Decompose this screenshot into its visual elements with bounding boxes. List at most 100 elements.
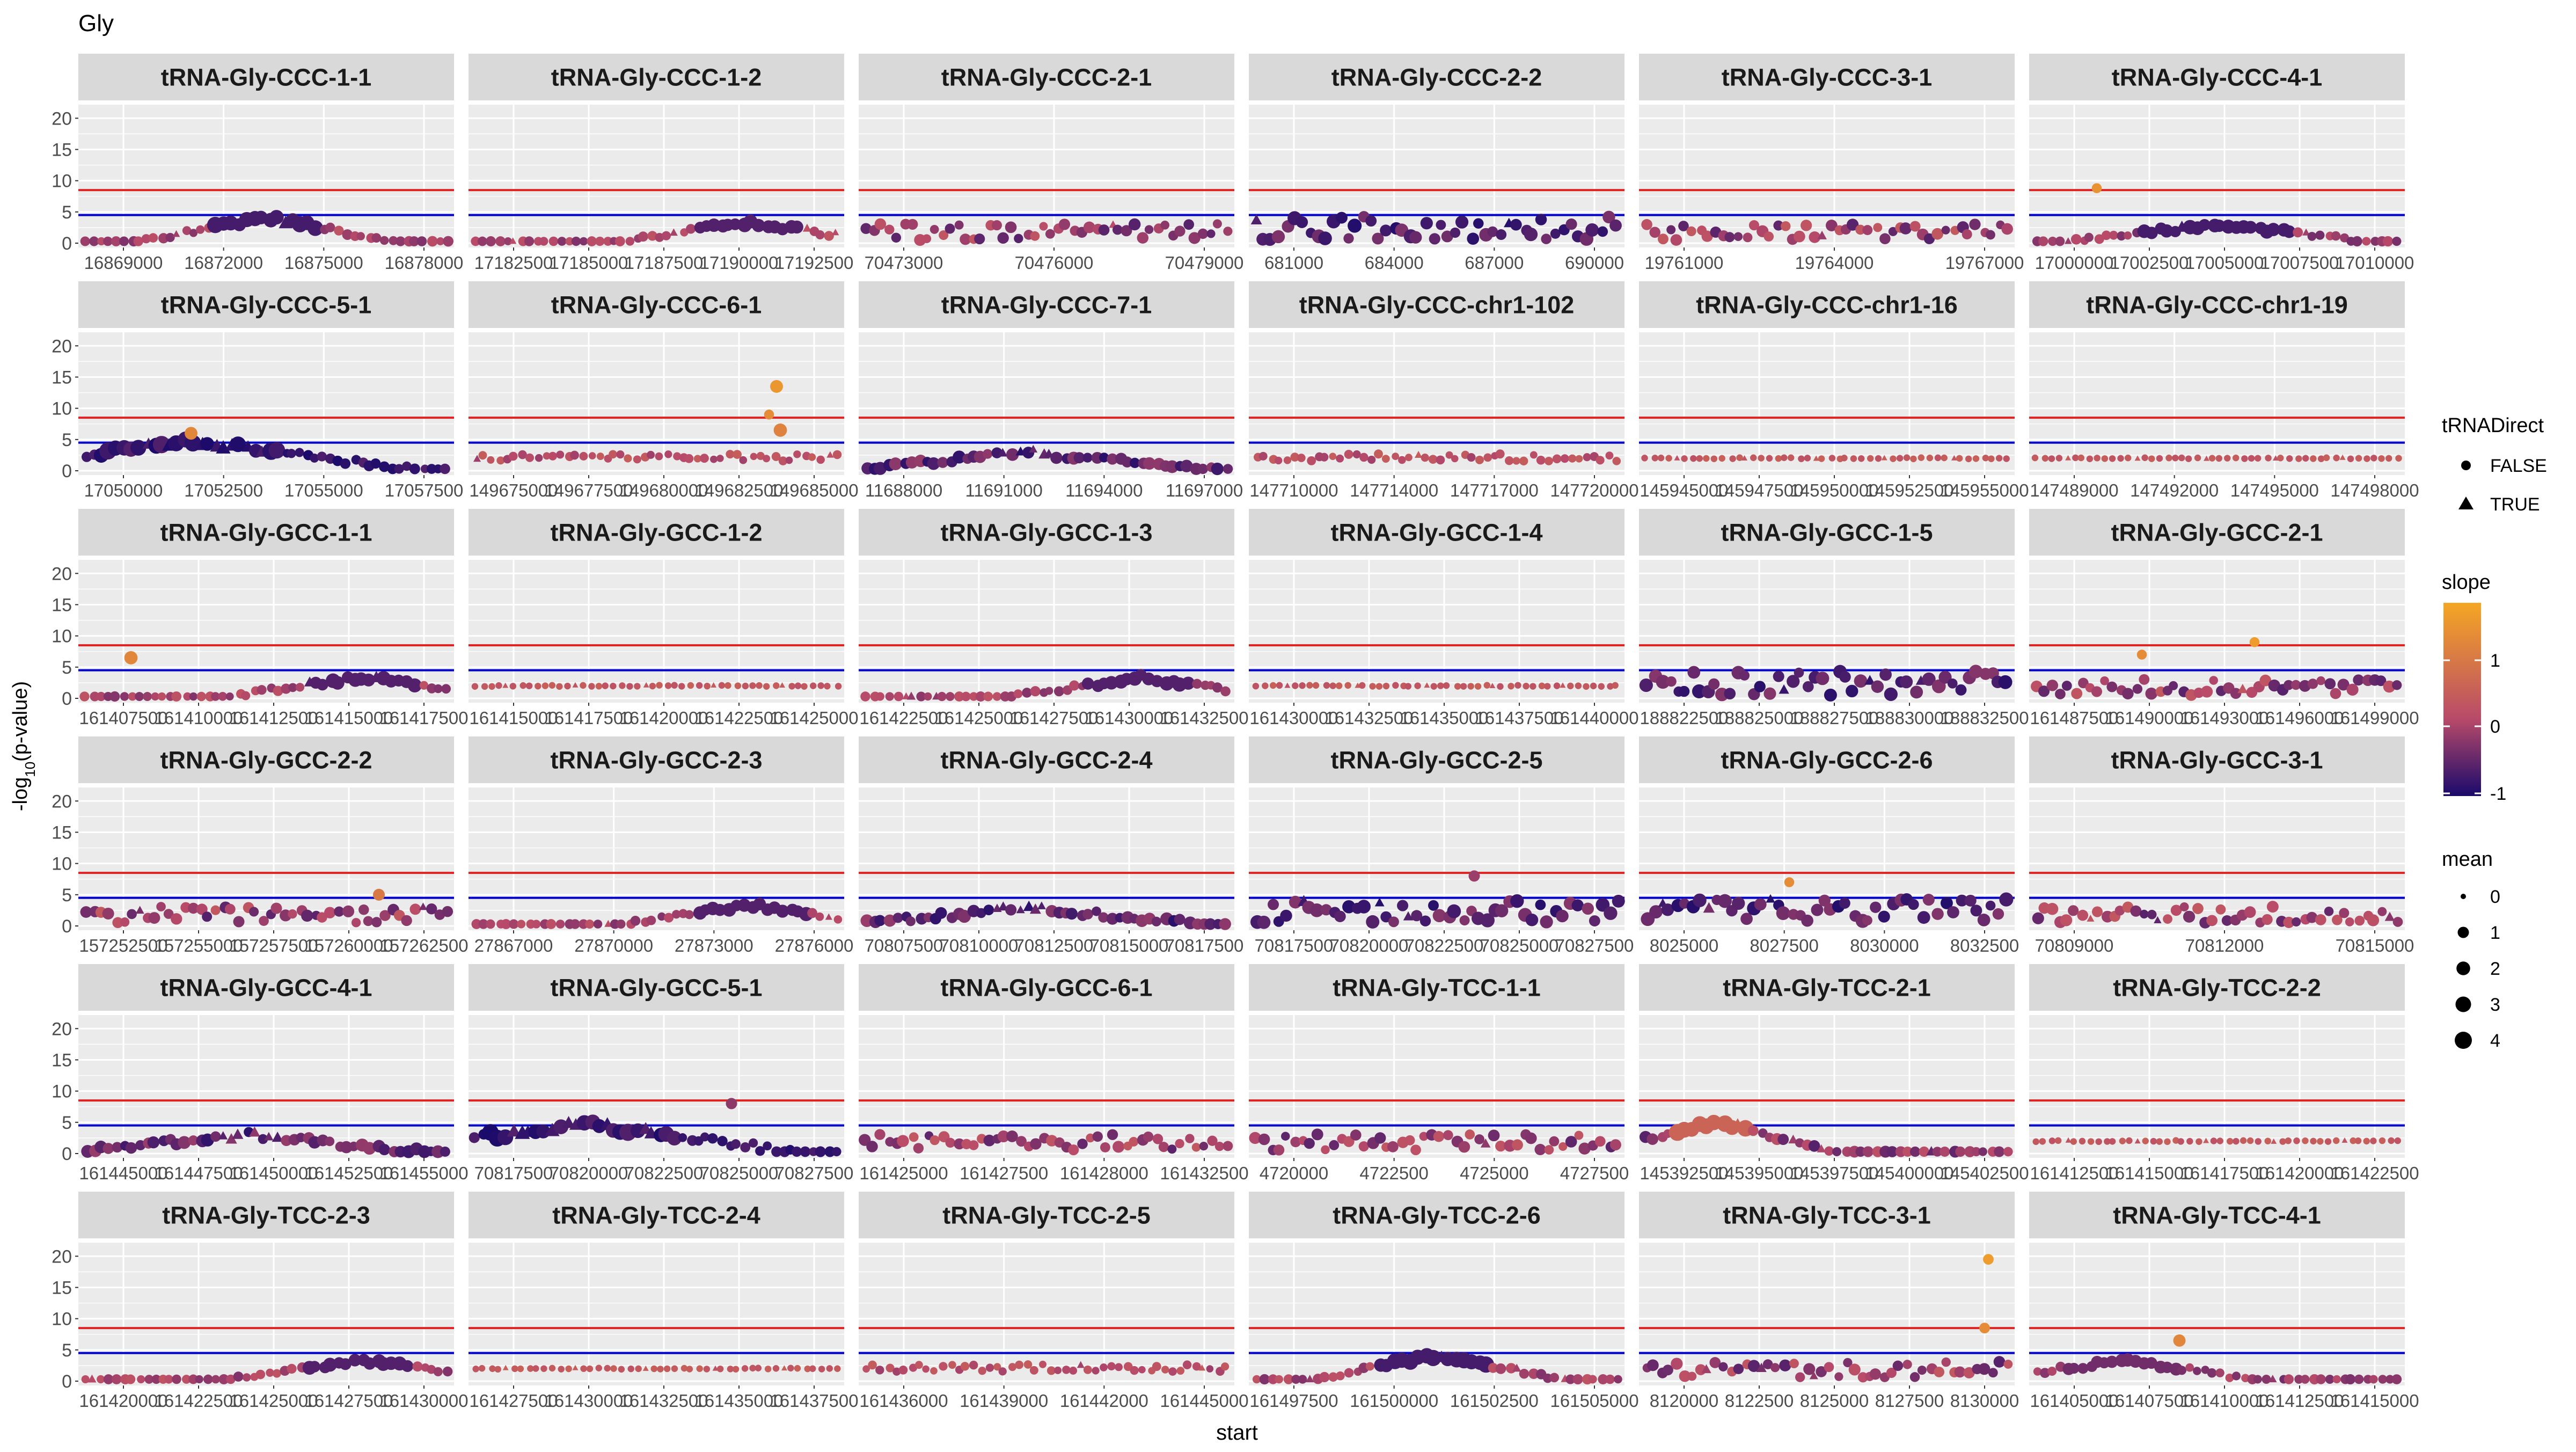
data-point — [756, 451, 765, 460]
data-point-triangle — [1881, 455, 1887, 461]
data-point-triangle — [2302, 228, 2310, 236]
data-point-highlight — [773, 423, 787, 437]
data-point — [1809, 231, 1821, 243]
data-point — [1773, 220, 1784, 231]
facet-strip — [2029, 1192, 2405, 1238]
x-tick-label: 70476000 — [1015, 253, 1094, 273]
data-point — [1681, 455, 1688, 462]
data-point — [488, 683, 495, 690]
data-point — [771, 452, 781, 461]
data-point — [1077, 1139, 1088, 1149]
data-point — [1388, 916, 1399, 928]
x-tick-label: 161425000 — [859, 1163, 948, 1183]
legend-shape-label: FALSE — [2490, 456, 2547, 476]
facet-strip-title: tRNA-Gly-CCC-6-1 — [551, 291, 762, 319]
facet-panel: tRNA-Gly-TCC-2-1145392500145395000145397… — [1639, 964, 2029, 1183]
data-point-triangle — [1756, 1362, 1767, 1373]
data-point — [478, 451, 487, 460]
data-point — [2193, 1367, 2201, 1375]
data-point — [945, 223, 955, 234]
data-point — [1419, 1132, 1429, 1141]
data-point — [874, 915, 886, 926]
data-point — [137, 1375, 145, 1384]
data-point-triangle — [1037, 901, 1046, 909]
data-point — [1965, 455, 1972, 463]
x-tick-label: 70825000 — [700, 1163, 779, 1183]
facet-panel: tRNA-Gly-GCC-4-1051015201614450001614475… — [52, 964, 469, 1183]
data-point — [268, 442, 286, 459]
facet-strip-title: tRNA-Gly-CCC-2-1 — [941, 64, 1152, 91]
data-point — [685, 910, 694, 920]
facet-strip — [1639, 736, 2015, 783]
data-point — [144, 1375, 154, 1384]
data-point — [1092, 906, 1101, 916]
data-point — [2254, 455, 2262, 462]
data-point — [426, 903, 437, 915]
data-point — [647, 450, 655, 459]
data-point-triangle — [1674, 455, 1680, 461]
data-point — [1612, 894, 1625, 908]
data-point — [1843, 1358, 1853, 1368]
data-point — [356, 232, 365, 240]
data-point — [1535, 214, 1547, 225]
data-point — [1289, 895, 1302, 909]
data-point — [2031, 454, 2039, 462]
facet-strip — [78, 964, 454, 1011]
data-point — [897, 1135, 909, 1147]
data-point — [646, 915, 656, 925]
data-point — [773, 682, 780, 689]
data-point — [80, 906, 92, 918]
data-point — [535, 683, 541, 690]
data-point — [1122, 456, 1133, 468]
data-point — [141, 234, 151, 244]
data-point-triangle — [802, 223, 812, 232]
facet-panel: tRNA-Gly-GCC-2-5708175007082000070822500… — [1249, 736, 1634, 955]
data-point — [1743, 232, 1753, 243]
data-point — [718, 682, 726, 689]
data-point — [991, 220, 1002, 231]
data-point — [1578, 1142, 1591, 1155]
data-point — [1188, 232, 1201, 244]
data-point — [755, 1365, 762, 1371]
y-axis-title-prefix: -log — [9, 777, 32, 811]
data-point — [103, 1143, 114, 1154]
data-point — [1433, 1130, 1445, 1142]
data-point — [916, 691, 926, 702]
data-point — [1583, 683, 1590, 690]
data-point — [1878, 910, 1890, 923]
x-tick-label: 161417500 — [544, 708, 633, 728]
data-point — [548, 682, 556, 689]
data-point — [1460, 683, 1467, 690]
x-tick-label: 161432500 — [1160, 1163, 1248, 1183]
data-point — [389, 236, 398, 245]
data-point-triangle — [1374, 898, 1385, 907]
data-point — [687, 682, 694, 689]
facet-strip-title: tRNA-Gly-GCC-2-4 — [940, 747, 1152, 774]
facet-strip — [1249, 281, 1624, 328]
data-point — [1568, 454, 1577, 463]
data-point — [218, 691, 228, 701]
data-point — [172, 1374, 181, 1384]
data-point-triangle — [1701, 1364, 1711, 1374]
data-point-highlight — [726, 1098, 737, 1110]
facet-strip — [1639, 509, 2015, 556]
data-point — [2177, 1366, 2187, 1375]
data-point — [1773, 670, 1784, 682]
data-point — [340, 458, 351, 469]
data-point — [165, 232, 175, 243]
x-tick-label: 157252500 — [79, 936, 167, 955]
data-point — [1268, 1374, 1278, 1384]
data-point-triangle — [781, 1365, 787, 1371]
data-point — [1290, 1136, 1301, 1148]
data-point — [1454, 683, 1461, 690]
facet-strip — [1249, 54, 1624, 100]
data-point — [1451, 455, 1459, 463]
legend-size-title: mean — [2442, 848, 2493, 871]
plot-area — [859, 332, 1234, 475]
data-point-triangle — [473, 455, 481, 462]
data-point — [1474, 1134, 1484, 1144]
data-point — [587, 236, 597, 246]
